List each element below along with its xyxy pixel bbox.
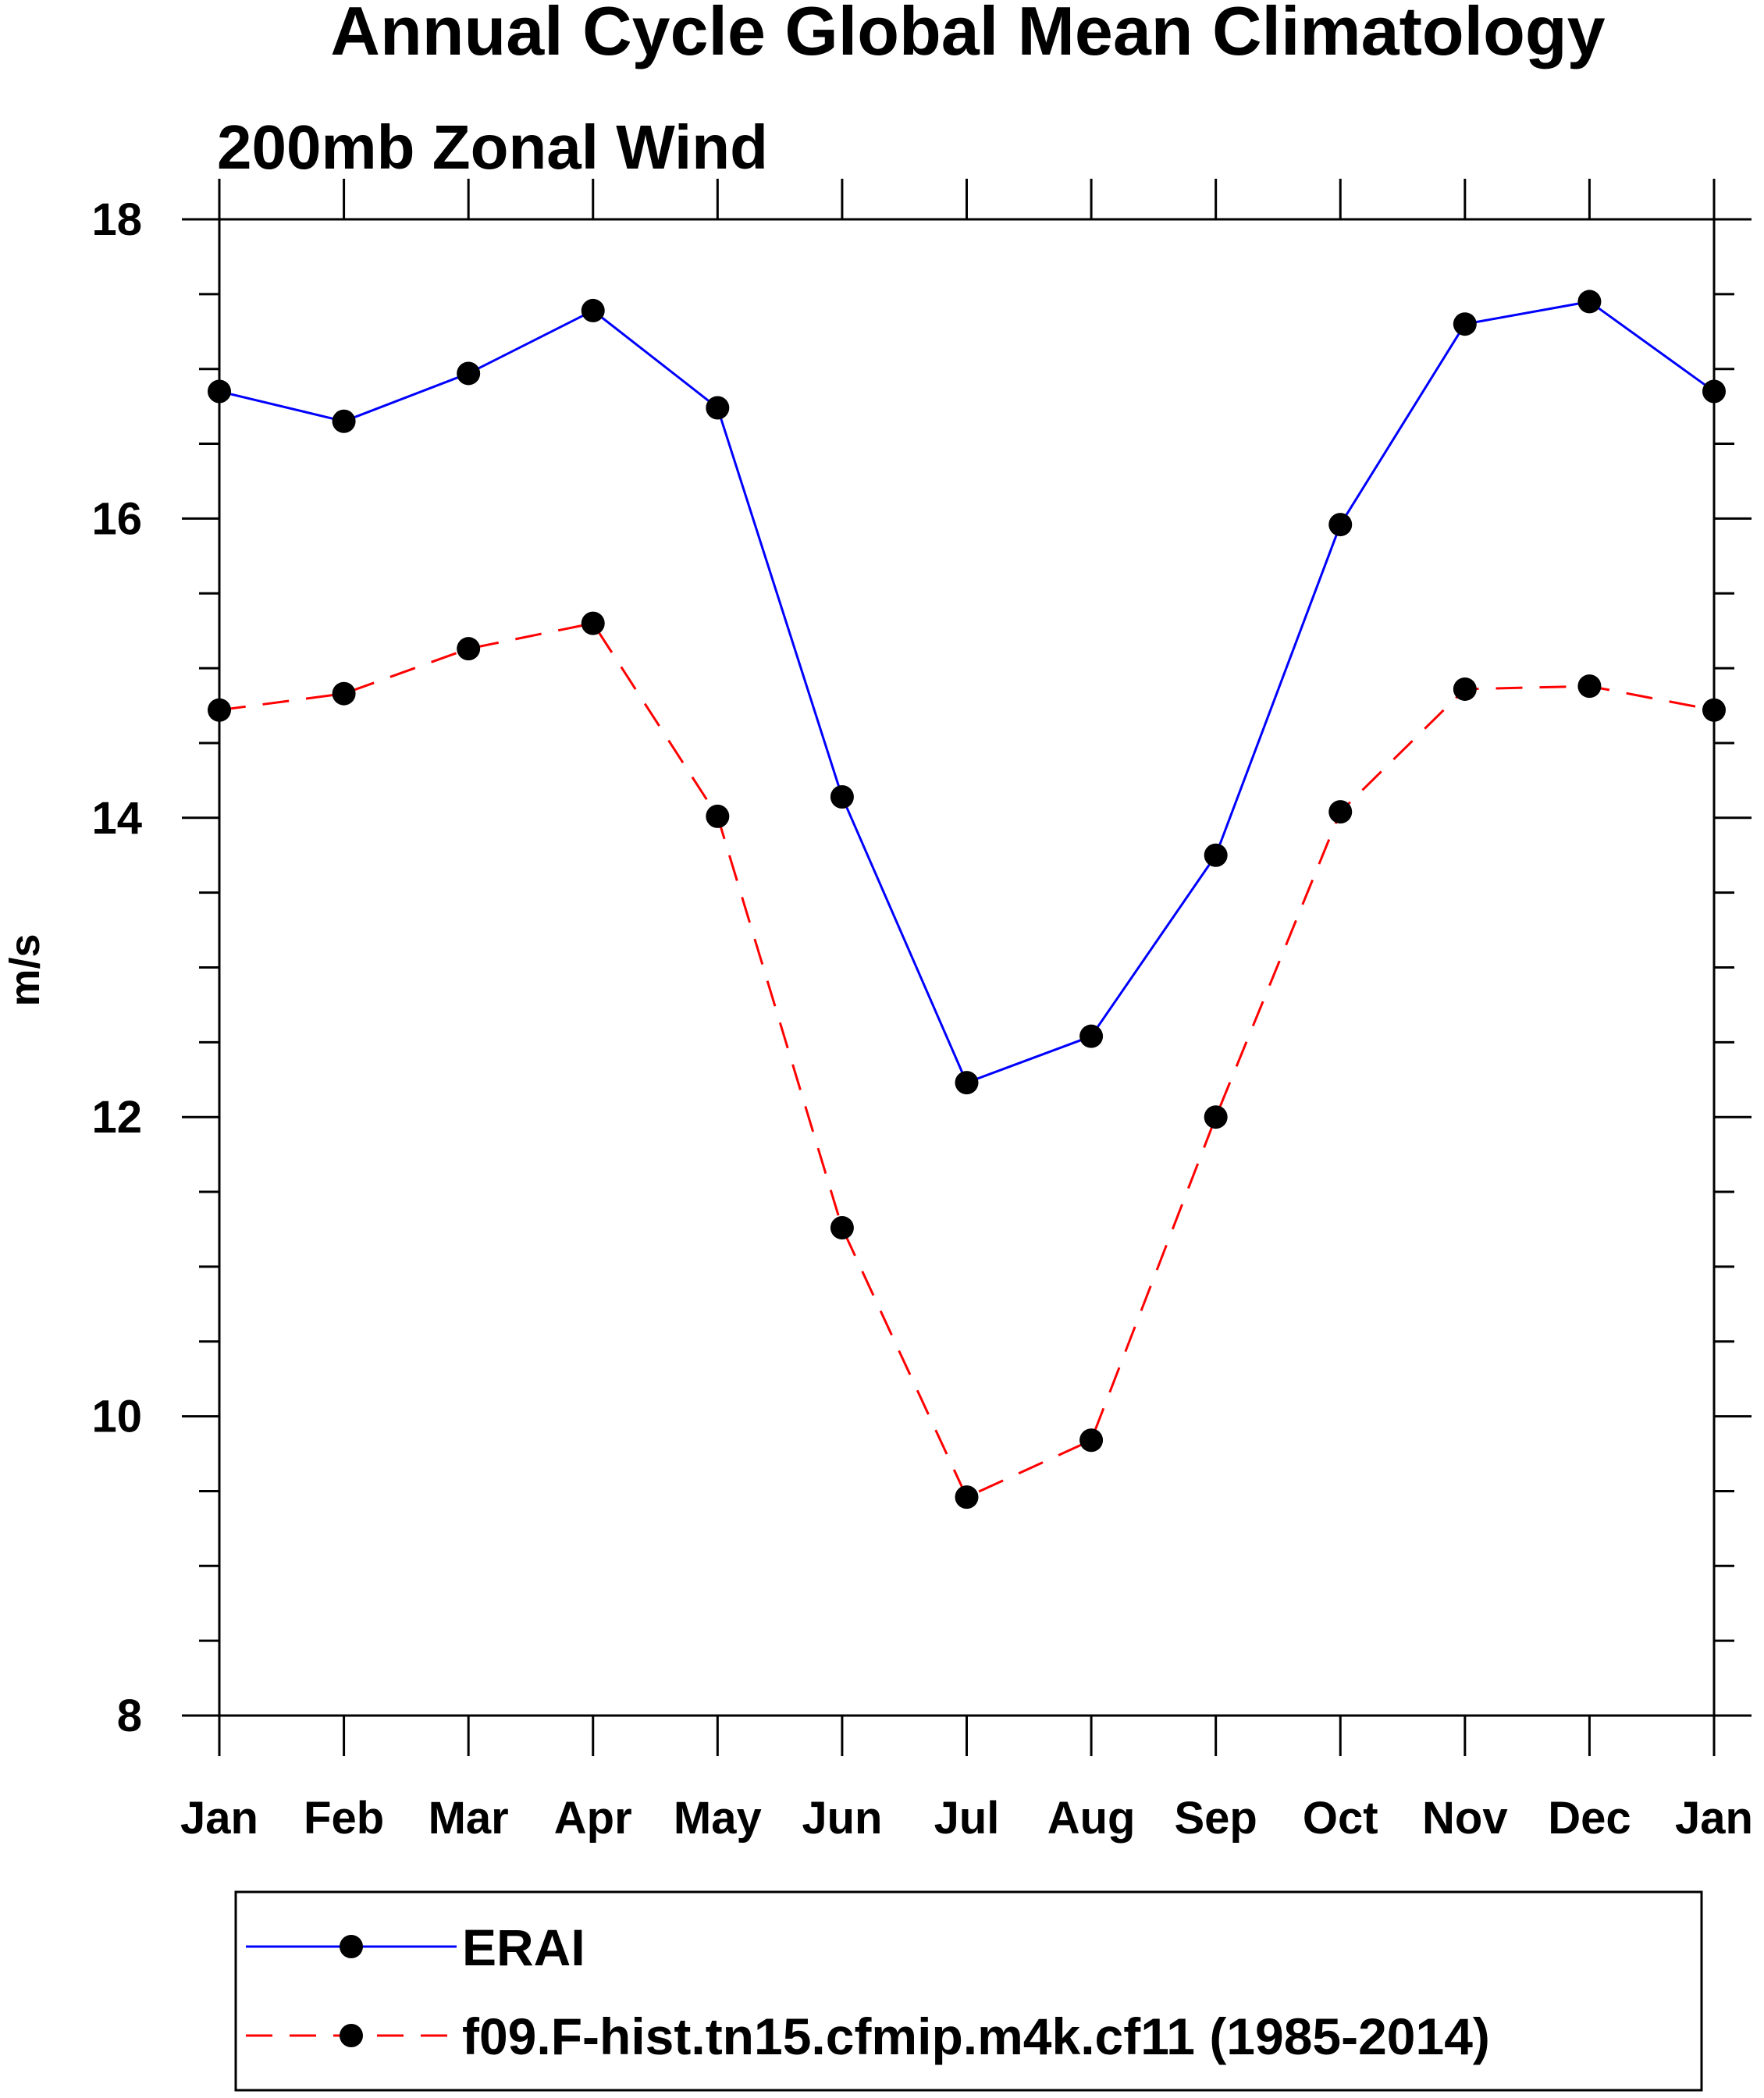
legend-label-erai: ERAI (462, 1918, 585, 1976)
y-tick-label: 18 (91, 194, 142, 245)
data-point (1328, 513, 1353, 537)
x-tick-label: Jun (802, 1793, 882, 1844)
axis-ticks (182, 179, 1752, 1756)
x-tick-label: Jul (934, 1793, 1000, 1844)
y-axis-label: m/s (2, 933, 48, 1006)
series-erai (208, 290, 1726, 1095)
x-tick-label: Feb (304, 1793, 384, 1844)
data-point (1204, 843, 1228, 867)
plot-frame (218, 218, 1716, 1717)
data-point (1577, 290, 1602, 314)
data-point (1453, 677, 1477, 701)
x-tick-label: Apr (554, 1793, 632, 1844)
legend: ERAI f09.F-hist.tn15.cfmip.m4k.cf11 (198… (234, 1890, 1703, 2092)
series-line (219, 622, 1715, 1499)
x-tick-label: Dec (1548, 1793, 1631, 1844)
data-point (332, 681, 356, 706)
data-point (830, 784, 854, 809)
x-tick-label: Nov (1422, 1793, 1508, 1844)
x-tick-label: May (674, 1793, 762, 1844)
axis-tick-labels: Jan Feb Mar Apr May Jun Jul Aug Sep Oct Nov Dec Jan 8… (91, 194, 1752, 1844)
chart-title: Annual Cycle Global Mean Climatology (330, 0, 1605, 69)
data-point (1204, 1105, 1228, 1129)
data-point (332, 409, 356, 433)
y-tick-label: 12 (91, 1092, 142, 1143)
series-line (219, 300, 1715, 1084)
data-point (955, 1071, 979, 1095)
data-point (1453, 312, 1477, 336)
legend-marker-model (340, 2024, 363, 2047)
x-tick-label: Mar (429, 1793, 509, 1844)
legend-label-model: f09.F-hist.tn15.cfmip.m4k.cf11 (1985-201… (462, 2007, 1490, 2065)
legend-marker-erai (340, 1935, 363, 1958)
data-point (581, 298, 605, 322)
data-point (1079, 1428, 1104, 1453)
data-point (955, 1485, 979, 1509)
y-tick-label: 10 (91, 1392, 142, 1442)
data-point (830, 1216, 854, 1240)
y-tick-label: 14 (91, 793, 142, 844)
y-tick-label: 16 (91, 493, 142, 544)
x-tick-label: Oct (1303, 1793, 1378, 1844)
chart-subtitle: 200mb Zonal Wind (217, 112, 768, 182)
x-tick-label: Sep (1174, 1793, 1257, 1844)
data-point (457, 361, 481, 386)
data-series (208, 290, 1726, 1509)
y-tick-label: 8 (117, 1691, 142, 1741)
x-tick-label: Jan (1675, 1793, 1753, 1844)
data-point (1328, 800, 1353, 824)
legend-box (234, 1890, 1703, 2092)
x-tick-label: Jan (180, 1793, 258, 1844)
data-point (706, 804, 730, 828)
data-point (457, 637, 481, 661)
data-point (581, 611, 605, 635)
data-point (1577, 674, 1602, 699)
data-point (706, 396, 730, 420)
x-tick-label: Aug (1047, 1793, 1136, 1844)
series-model (208, 611, 1726, 1509)
data-point (1079, 1024, 1104, 1048)
